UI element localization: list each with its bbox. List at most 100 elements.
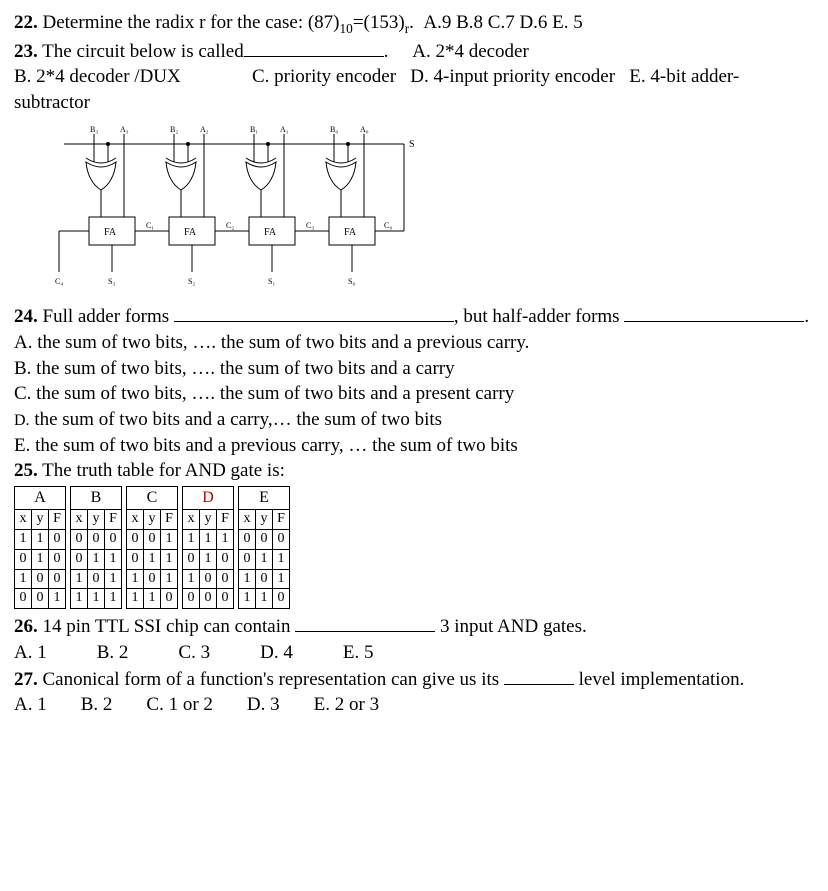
- q24-text-a: Full adder forms: [43, 306, 174, 327]
- truth-cell: 0: [183, 589, 200, 609]
- truth-cell: 0: [71, 529, 88, 549]
- truth-table-head: C: [127, 486, 178, 509]
- truth-cell: 1: [144, 549, 161, 569]
- truth-table-head: E: [239, 486, 290, 509]
- q22-text-a: Determine the radix r for the case: (87): [43, 12, 340, 33]
- q23-dot: .: [384, 41, 389, 62]
- svg-text:S₁: S₁: [268, 277, 275, 286]
- svg-text:B₃: B₃: [90, 125, 98, 134]
- q23-blank: [244, 38, 384, 57]
- truth-cell: F: [49, 509, 66, 529]
- circuit-diagram: S B₃A₃FAS₃B₂A₂FAC₁S₂B₁A₁FAC₂S₁B₀A₀FAC₃S₀…: [44, 122, 814, 300]
- q24-blank1: [174, 303, 454, 322]
- q27-option: A. 1: [14, 692, 47, 718]
- truth-cell: F: [161, 509, 178, 529]
- q24-optA: A. the sum of two bits, …. the sum of tw…: [14, 330, 814, 356]
- q24-dot: .: [804, 306, 809, 327]
- truth-cell: 0: [200, 589, 217, 609]
- q23-num: 23.: [14, 41, 38, 62]
- truth-cell: 0: [273, 529, 290, 549]
- truth-cell: 0: [217, 549, 234, 569]
- truth-cell: 1: [273, 549, 290, 569]
- svg-text:B₂: B₂: [170, 125, 178, 134]
- truth-table-head: D: [183, 486, 234, 509]
- truth-cell: x: [15, 509, 32, 529]
- svg-text:FA: FA: [104, 227, 117, 238]
- q22-text-c: .: [409, 12, 414, 33]
- q26-num: 26.: [14, 616, 38, 637]
- truth-cell: 0: [32, 589, 49, 609]
- truth-cell: 1: [217, 529, 234, 549]
- truth-cell: 0: [88, 569, 105, 589]
- truth-table-head: B: [71, 486, 122, 509]
- truth-cell: 0: [49, 549, 66, 569]
- svg-text:A₁: A₁: [280, 125, 289, 134]
- q26-text-b: 3 input AND gates.: [435, 616, 586, 637]
- truth-table-A: AxyF110010100001: [14, 486, 66, 609]
- q27-text-a: Canonical form of a function's represent…: [43, 669, 504, 690]
- svg-text:FA: FA: [264, 227, 277, 238]
- truth-cell: 0: [256, 569, 273, 589]
- truth-cell: y: [256, 509, 273, 529]
- truth-cell: 0: [49, 569, 66, 589]
- truth-cell: y: [88, 509, 105, 529]
- q23-optD: D. 4-input priority encoder: [410, 66, 615, 87]
- q27-option: B. 2: [81, 692, 113, 718]
- q24-optB: B. the sum of two bits, …. the sum of tw…: [14, 356, 814, 382]
- truth-cell: 1: [161, 529, 178, 549]
- truth-cell: 1: [32, 529, 49, 549]
- svg-text:FA: FA: [184, 227, 197, 238]
- truth-cell: x: [127, 509, 144, 529]
- truth-cell: 1: [256, 589, 273, 609]
- truth-cell: 1: [88, 589, 105, 609]
- truth-cell: 1: [273, 569, 290, 589]
- truth-table-D: DxyF111010100000: [182, 486, 234, 609]
- truth-cell: 0: [256, 529, 273, 549]
- q27-option: D. 3: [247, 692, 280, 718]
- truth-cell: F: [105, 509, 122, 529]
- truth-cell: x: [183, 509, 200, 529]
- truth-cell: y: [144, 509, 161, 529]
- q24-optC: C. the sum of two bits, …. the sum of tw…: [14, 381, 814, 407]
- truth-cell: 1: [183, 529, 200, 549]
- q22-text-b: =(153): [353, 12, 405, 33]
- q27-blank: [504, 666, 574, 685]
- truth-cell: 1: [15, 529, 32, 549]
- truth-table-C: CxyF001011101110: [126, 486, 178, 609]
- truth-cell: 0: [15, 549, 32, 569]
- truth-cell: 1: [144, 589, 161, 609]
- truth-cell: 1: [161, 549, 178, 569]
- svg-text:C₀: C₀: [384, 221, 392, 230]
- q26-text-a: 14 pin TTL SSI chip can contain: [43, 616, 296, 637]
- truth-cell: 1: [71, 589, 88, 609]
- truth-cell: 1: [239, 589, 256, 609]
- q23-optB: B. 2*4 decoder /DUX: [14, 66, 181, 87]
- truth-cell: 1: [32, 549, 49, 569]
- truth-cell: 0: [144, 529, 161, 549]
- svg-text:A₂: A₂: [200, 125, 209, 134]
- q26-option: E. 5: [343, 640, 374, 666]
- q22-sub1: 10: [340, 21, 353, 36]
- truth-cell: 0: [127, 529, 144, 549]
- svg-text:S₀: S₀: [348, 277, 355, 286]
- truth-cell: 1: [71, 569, 88, 589]
- q27-option: C. 1 or 2: [146, 692, 213, 718]
- question-24: 24. Full adder forms , but half-adder fo…: [14, 303, 814, 330]
- truth-cell: y: [200, 509, 217, 529]
- truth-cell: F: [217, 509, 234, 529]
- q25-num: 25.: [14, 460, 38, 481]
- truth-cell: 1: [200, 549, 217, 569]
- truth-tables: AxyF110010100001BxyF000011101111CxyF0010…: [14, 486, 814, 609]
- q22-opts: A.9 B.8 C.7 D.6 E. 5: [423, 12, 582, 33]
- truth-cell: 1: [105, 589, 122, 609]
- truth-cell: 0: [217, 589, 234, 609]
- truth-cell: x: [239, 509, 256, 529]
- truth-cell: 0: [127, 549, 144, 569]
- q26-option: B. 2: [97, 640, 129, 666]
- question-26: 26. 14 pin TTL SSI chip can contain 3 in…: [14, 613, 814, 640]
- svg-text:B₁: B₁: [250, 125, 258, 134]
- truth-cell: 1: [256, 549, 273, 569]
- truth-cell: 1: [239, 569, 256, 589]
- question-22: 22. Determine the radix r for the case: …: [14, 10, 814, 38]
- svg-text:A₀: A₀: [360, 125, 369, 134]
